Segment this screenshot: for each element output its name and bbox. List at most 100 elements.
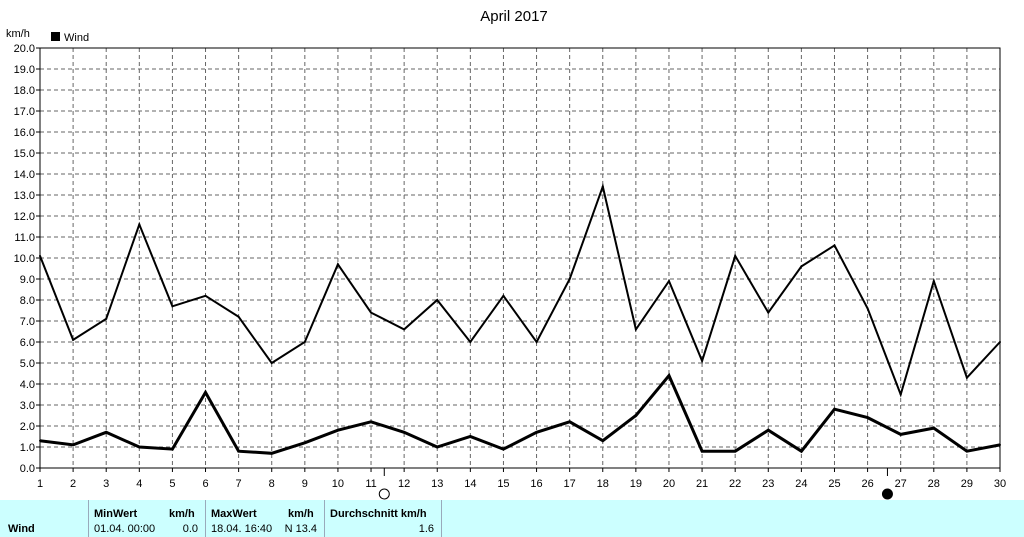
data-point — [833, 408, 836, 411]
data-point — [303, 341, 306, 343]
x-tick-label: 7 — [236, 478, 242, 490]
grid — [40, 48, 1000, 468]
y-tick-label: 6.0 — [20, 337, 35, 349]
data-point — [502, 294, 505, 297]
stats-divider — [441, 500, 442, 537]
data-point — [932, 427, 935, 430]
series-line-lower — [39, 372, 1001, 455]
data-point — [336, 263, 339, 266]
x-tick-label: 5 — [169, 478, 175, 490]
y-tick-label: 1.0 — [20, 442, 35, 454]
stats-divider — [324, 500, 325, 537]
y-tick-label: 8.0 — [20, 295, 35, 307]
y-tick-label: 7.0 — [20, 316, 35, 328]
data-point — [833, 244, 836, 247]
y-tick-label: 2.0 — [20, 421, 35, 433]
data-point — [39, 254, 41, 257]
y-tick-label: 20.0 — [14, 43, 35, 55]
min-time: 01.04. 00:00 — [94, 523, 156, 535]
stats-row-label: Wind — [8, 523, 35, 535]
legend-label: Wind — [64, 32, 89, 44]
x-tick-label: 28 — [928, 478, 940, 490]
data-point — [800, 450, 803, 453]
y-tick-label: 13.0 — [14, 190, 35, 202]
x-tick-label: 12 — [398, 478, 410, 490]
data-point — [370, 420, 373, 423]
data-point — [634, 414, 637, 417]
stats-divider — [88, 500, 89, 537]
y-tick-label: 3.0 — [20, 400, 35, 412]
x-tick-label: 13 — [431, 478, 443, 490]
series-line-upper — [39, 183, 1001, 398]
stats-table: Wind MinWert km/h 01.04. 00:00 0.0 MaxWe… — [0, 500, 1024, 537]
series — [39, 183, 1001, 455]
data-point — [999, 443, 1001, 446]
data-point — [899, 393, 902, 396]
data-point — [105, 317, 108, 320]
data-point — [403, 328, 406, 331]
data-point — [436, 446, 439, 448]
data-point — [469, 341, 472, 343]
x-tick-label: 6 — [202, 478, 208, 490]
x-tick-label: 3 — [103, 478, 109, 490]
x-tick-label: 22 — [729, 478, 741, 490]
data-point — [502, 448, 505, 451]
x-tick-label: 24 — [795, 478, 807, 490]
data-point — [72, 443, 75, 446]
y-tick-label: 18.0 — [14, 85, 35, 97]
x-tick-label: 19 — [630, 478, 642, 490]
data-point — [237, 450, 240, 453]
x-tick-label: 23 — [762, 478, 774, 490]
y-tick-label: 11.0 — [14, 232, 35, 244]
y-axis-unit: km/h — [6, 28, 30, 40]
data-point — [171, 305, 174, 308]
data-point — [634, 328, 637, 331]
max-header: MaxWert — [211, 508, 257, 520]
data-point — [204, 294, 207, 297]
data-point — [72, 338, 75, 341]
data-point — [568, 278, 571, 280]
full-moon-icon — [378, 488, 390, 500]
y-tick-label: 19.0 — [14, 64, 35, 76]
legend-swatch — [51, 32, 60, 41]
data-point — [535, 341, 538, 343]
data-point — [667, 280, 670, 283]
data-point — [237, 315, 240, 318]
avg-value: 1.6 — [418, 523, 434, 535]
data-point — [899, 433, 902, 436]
y-tick-label: 14.0 — [14, 169, 35, 181]
data-point — [667, 374, 670, 377]
data-point — [303, 441, 306, 444]
data-point — [965, 450, 968, 453]
min-unit: km/h — [169, 508, 195, 520]
data-point — [436, 299, 439, 301]
data-point — [866, 307, 869, 310]
x-tick-label: 10 — [332, 478, 344, 490]
y-tick-label: 0.0 — [20, 463, 35, 475]
x-tick-label: 18 — [597, 478, 609, 490]
y-tick-label: 4.0 — [20, 379, 35, 391]
max-value: N 13.4 — [284, 523, 317, 535]
avg-header: Durchschnitt km/h — [330, 508, 427, 520]
data-point — [965, 376, 968, 379]
stats-divider — [205, 500, 206, 537]
x-tick-label: 8 — [269, 478, 275, 490]
y-tick-label: 5.0 — [20, 358, 35, 370]
chart-title: April 2017 — [480, 8, 548, 25]
data-point — [601, 185, 604, 188]
data-point — [204, 391, 207, 394]
data-point — [767, 311, 770, 314]
min-value: 0.0 — [182, 523, 198, 535]
data-point — [403, 431, 406, 434]
y-tick-label: 12.0 — [14, 211, 35, 223]
data-point — [701, 450, 704, 453]
y-tick-label: 15.0 — [14, 148, 35, 160]
data-point — [601, 439, 604, 442]
data-point — [138, 223, 141, 226]
data-point — [734, 450, 737, 453]
x-tick-label: 25 — [828, 478, 840, 490]
x-tick-label: 26 — [861, 478, 873, 490]
y-tick-label: 10.0 — [14, 253, 35, 265]
x-tick-label: 27 — [895, 478, 907, 490]
x-tick-label: 29 — [961, 478, 973, 490]
